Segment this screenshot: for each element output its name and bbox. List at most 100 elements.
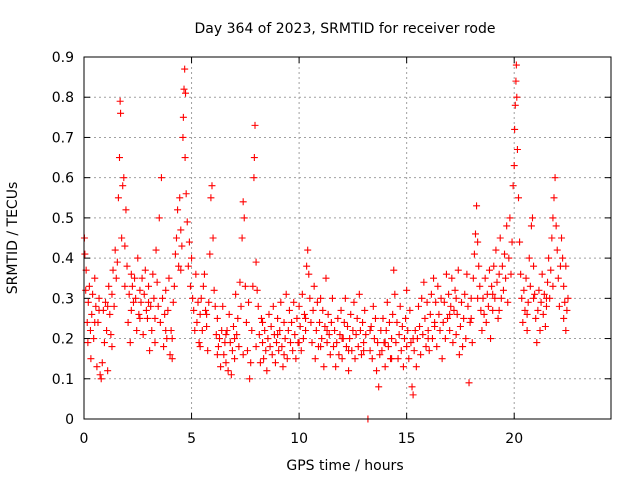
data-point — [370, 335, 378, 343]
data-point — [530, 262, 538, 270]
data-point — [259, 318, 267, 326]
data-point — [291, 331, 299, 339]
data-point — [351, 355, 359, 363]
data-point — [297, 347, 305, 355]
data-point — [381, 363, 389, 371]
data-point — [440, 298, 448, 306]
data-point — [316, 318, 324, 326]
data-point — [390, 266, 398, 274]
data-point — [162, 286, 170, 294]
data-point — [169, 298, 177, 306]
data-point — [124, 318, 132, 326]
data-point — [342, 343, 350, 351]
data-point — [375, 383, 383, 391]
data-point — [192, 270, 200, 278]
data-point — [371, 314, 379, 322]
data-point — [501, 250, 509, 258]
data-point — [418, 294, 426, 302]
data-point — [478, 327, 486, 335]
data-point — [285, 306, 293, 314]
data-point — [463, 270, 471, 278]
data-point — [279, 363, 287, 371]
y-tick-label: 0.6 — [52, 171, 74, 187]
data-point — [265, 310, 273, 318]
data-point — [266, 343, 274, 351]
data-point — [257, 314, 265, 322]
data-point — [146, 347, 154, 355]
data-point — [487, 335, 495, 343]
data-point — [196, 310, 204, 318]
data-point — [426, 310, 434, 318]
data-point — [409, 335, 417, 343]
data-point — [165, 274, 173, 282]
data-point — [213, 351, 221, 359]
data-point — [234, 314, 242, 322]
data-point — [300, 310, 308, 318]
data-point — [172, 234, 180, 242]
data-point — [115, 154, 123, 162]
data-point — [434, 282, 442, 290]
data-point — [376, 351, 384, 359]
data-point — [499, 286, 507, 294]
data-point — [174, 206, 182, 214]
y-tick-label: 0.7 — [52, 130, 74, 146]
data-point — [482, 318, 490, 326]
data-point — [295, 302, 303, 310]
data-point — [134, 254, 142, 262]
data-point — [276, 327, 284, 335]
data-point — [303, 262, 311, 270]
x-tick-label: 10 — [290, 431, 308, 447]
data-point — [461, 290, 469, 298]
data-point — [305, 270, 313, 278]
data-point — [242, 318, 250, 326]
data-point — [104, 367, 112, 375]
data-point — [85, 282, 93, 290]
data-point — [323, 339, 331, 347]
data-point — [271, 359, 279, 367]
data-point — [408, 383, 416, 391]
data-point — [233, 331, 241, 339]
data-point — [104, 302, 112, 310]
data-point — [349, 327, 357, 335]
data-point — [206, 250, 214, 258]
data-point — [519, 318, 527, 326]
data-point — [190, 306, 198, 314]
data-point — [157, 174, 165, 182]
data-point — [325, 331, 333, 339]
data-point — [452, 294, 460, 302]
data-point — [213, 314, 221, 322]
data-point — [392, 339, 400, 347]
data-point — [81, 250, 89, 258]
data-point — [199, 282, 207, 290]
data-point — [150, 294, 158, 302]
data-point — [553, 246, 561, 254]
data-point — [204, 347, 212, 355]
data-point — [511, 125, 519, 133]
data-point — [238, 234, 246, 242]
data-point — [388, 355, 396, 363]
data-point — [485, 266, 493, 274]
data-point — [490, 262, 498, 270]
data-point — [245, 298, 253, 306]
data-point — [356, 327, 364, 335]
data-point — [391, 290, 399, 298]
data-point — [337, 306, 345, 314]
data-point — [398, 322, 406, 330]
y-axis-title: SRMTID / TECUs — [5, 182, 21, 295]
data-point — [523, 310, 531, 318]
data-point — [467, 294, 475, 302]
data-point — [298, 290, 306, 298]
data-point — [317, 294, 325, 302]
data-point — [309, 306, 317, 314]
data-point — [512, 77, 520, 85]
data-point — [100, 339, 108, 347]
data-point — [278, 343, 286, 351]
data-point — [155, 214, 163, 222]
data-point — [327, 318, 335, 326]
data-point — [523, 327, 531, 335]
data-point — [117, 109, 125, 117]
data-point — [290, 298, 298, 306]
grid — [84, 57, 611, 419]
data-point — [108, 343, 116, 351]
data-point — [224, 367, 232, 375]
